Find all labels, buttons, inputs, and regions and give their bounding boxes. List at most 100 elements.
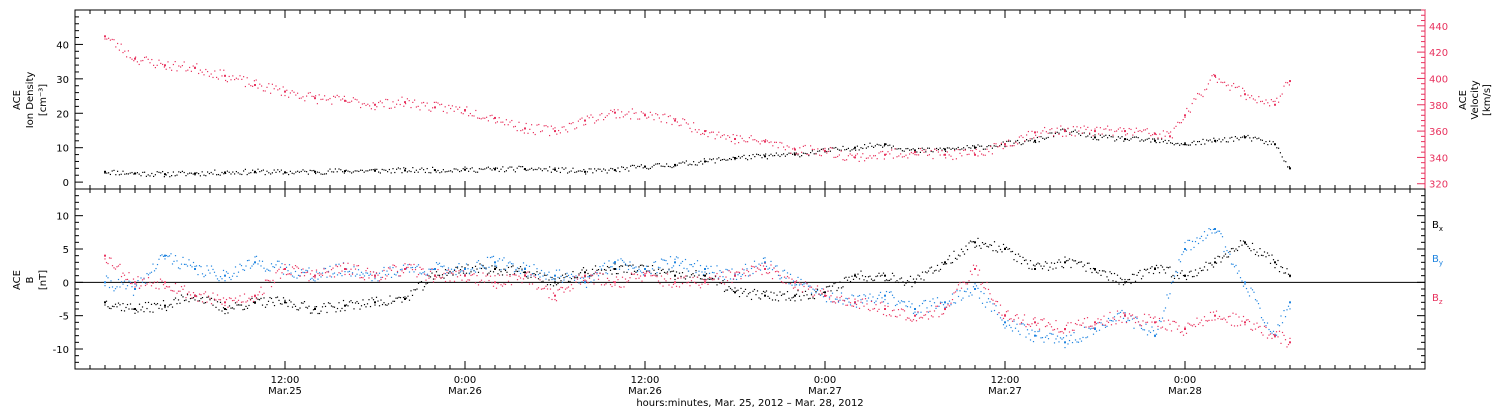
top-trace-dot: [1117, 128, 1119, 130]
top-trace-dot: [748, 154, 750, 157]
bottom-trace-dot: [738, 272, 741, 274]
bottom-trace-dot: [729, 287, 732, 290]
bottom-trace-dot: [288, 264, 291, 266]
bottom-trace-dot: [1103, 324, 1105, 326]
bottom-trace-dot: [1071, 259, 1074, 261]
bottom-trace-dot: [333, 276, 336, 278]
top-trace-dot: [117, 42, 119, 45]
top-trace-dot: [372, 169, 374, 171]
bottom-trace-dot: [972, 241, 975, 243]
top-trace-dot: [1243, 90, 1245, 92]
top-trace-dot: [383, 106, 385, 108]
top-trace-dot: [477, 117, 479, 119]
bottom-trace-dot: [173, 299, 175, 301]
bottom-point: [854, 274, 856, 277]
top-trace-dot: [144, 171, 146, 173]
top-y2tick-label: 340: [1429, 153, 1448, 164]
top-trace-dot: [552, 128, 554, 130]
top-trace-dot: [842, 145, 844, 148]
top-trace-dot: [1261, 139, 1263, 141]
bottom-trace-dot: [899, 278, 901, 280]
top-trace-dot: [428, 171, 430, 174]
top-trace-dot: [1062, 135, 1064, 138]
bottom-trace-dot: [992, 299, 994, 301]
bottom-point: [1289, 274, 1291, 277]
top-trace-dot: [1099, 134, 1101, 136]
top-trace-dot: [547, 170, 549, 172]
bottom-trace-dot: [425, 279, 427, 281]
top-trace-dot: [655, 163, 657, 165]
bottom-trace-dot: [512, 265, 514, 267]
top-trace-dot: [205, 68, 207, 71]
bottom-trace-dot: [620, 258, 622, 260]
bottom-trace-dot: [1239, 277, 1242, 279]
bottom-trace-dot: [765, 272, 768, 274]
bottom-trace-dot: [1248, 320, 1251, 323]
bottom-trace-dot: [225, 298, 228, 301]
bottom-trace-dot: [563, 279, 565, 281]
top-trace-dot: [556, 133, 558, 135]
bottom-trace-dot: [942, 304, 945, 306]
bottom-trace-dot: [207, 269, 210, 271]
top-trace-dot: [514, 171, 516, 173]
top-trace-dot: [453, 110, 455, 112]
bottom-trace-dot: [359, 308, 361, 310]
bottom-trace-dot: [1101, 324, 1104, 326]
top-trace-dot: [149, 175, 151, 177]
bottom-trace-dot: [593, 283, 595, 285]
top-trace-dot: [639, 165, 641, 168]
bottom-trace-dot: [800, 283, 802, 285]
bottom-trace-dot: [518, 267, 520, 270]
top-trace-dot: [959, 152, 961, 154]
bottom-trace-dot: [537, 278, 540, 280]
x-tick-date: Mar.28: [1168, 386, 1202, 397]
bottom-trace-dot: [792, 296, 795, 298]
bottom-trace-dot: [801, 284, 804, 286]
bottom-trace-dot: [437, 263, 439, 266]
bottom-trace-dot: [258, 299, 261, 301]
top-trace-dot: [138, 173, 140, 175]
bottom-trace-dot: [995, 300, 997, 302]
bottom-trace-dot: [755, 270, 757, 273]
top-trace-dot: [880, 151, 882, 153]
top-trace-dot: [385, 169, 387, 171]
top-trace-dot: [1251, 140, 1253, 142]
bottom-trace-dot: [264, 270, 267, 272]
bottom-trace-dot: [692, 276, 694, 279]
bottom-point: [404, 268, 406, 270]
bottom-trace-dot: [780, 277, 783, 279]
bottom-trace-dot: [689, 276, 691, 278]
bottom-trace-dot: [488, 272, 490, 274]
bottom-trace-dot: [411, 266, 414, 269]
top-trace-dot: [376, 168, 378, 170]
bottom-trace-dot: [584, 280, 586, 282]
top-trace-dot: [826, 150, 828, 153]
top-trace-dot: [829, 150, 831, 152]
bottom-trace-dot: [620, 286, 622, 288]
bottom-trace-dot: [237, 304, 240, 306]
top-trace-dot: [1173, 144, 1175, 146]
bottom-trace-dot: [539, 276, 541, 278]
top-trace-dot: [235, 170, 237, 173]
top-trace-dot: [1254, 99, 1256, 101]
bottom-trace-dot: [516, 267, 519, 269]
bottom-trace-dot: [687, 270, 690, 272]
bottom-trace-dot: [317, 272, 319, 275]
bottom-trace-dot: [719, 275, 721, 278]
bottom-trace-dot: [389, 295, 391, 297]
bottom-trace-dot: [294, 265, 297, 267]
bottom-trace-dot: [852, 305, 855, 307]
bottom-trace-dot: [630, 272, 633, 274]
bottom-trace-dot: [698, 274, 700, 276]
bottom-trace-dot: [1139, 324, 1141, 326]
bottom-trace-dot: [735, 290, 738, 292]
bottom-trace-dot: [758, 297, 760, 299]
top-trace-dot: [156, 64, 158, 66]
legend: Bx By Bz: [1432, 220, 1443, 306]
top-trace-dot: [1126, 133, 1128, 135]
top-y2tick-label: 420: [1429, 48, 1448, 59]
bottom-trace-dot: [624, 278, 627, 280]
bottom-trace-dot: [398, 275, 400, 277]
bottom-trace-dot: [839, 299, 841, 301]
bottom-trace-dot: [1113, 318, 1116, 320]
